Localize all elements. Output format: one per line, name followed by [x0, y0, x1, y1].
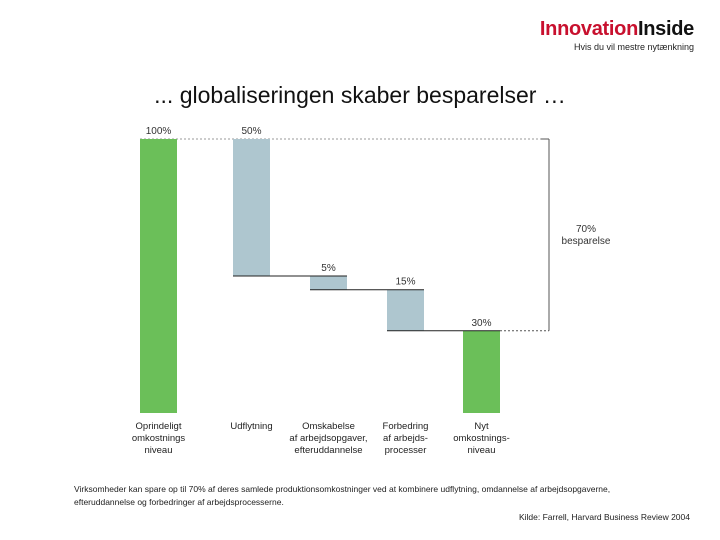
category-label-4-line-1: Forbedring: [383, 421, 429, 432]
source-citation: Kilde: Farrell, Harvard Business Review …: [518, 512, 690, 522]
logo-word-inside: Inside: [638, 18, 694, 40]
category-label-5-line-2: omkostnings-: [453, 433, 510, 444]
category-label-3-line-2: af arbejdsopgaver,: [289, 433, 367, 444]
footnote: Virksomheder kan spare op til 70% af der…: [74, 484, 611, 507]
category-label-5-line-3: niveau: [468, 445, 496, 456]
category-label-4-line-2: af arbejds-: [383, 433, 428, 444]
bar-1: [140, 139, 177, 413]
bar-4: [387, 289, 424, 331]
annotation-text-2: besparelse: [562, 236, 611, 247]
logo-word-innovation: Innovation: [539, 18, 638, 40]
category-label-2-line-1: Udflytning: [230, 421, 272, 432]
bar-3: [310, 276, 347, 290]
brand-logo: InnovationInside Hvis du vil mestre nytæ…: [540, 18, 694, 52]
bar-value-label-1: 100%: [146, 126, 172, 137]
category-label-1-line-3: niveau: [145, 445, 173, 456]
category-label-5-line-1: Nyt: [474, 421, 489, 432]
category-label-4-line-3: processer: [385, 445, 427, 456]
bar-value-label-3: 5%: [321, 263, 336, 274]
bar-value-label-4: 15%: [395, 277, 415, 288]
waterfall-chart: 100% 50%5%15%30%70%besparelseOprindeligto…: [132, 126, 611, 456]
bar-value-label-2: 50%: [241, 126, 261, 137]
bar-value-label-5: 30%: [471, 318, 491, 329]
slide-title: ... globaliseringen skaber besparelser …: [154, 82, 566, 108]
bar-5: [463, 330, 500, 413]
annotation-text-1: 70%: [576, 224, 596, 235]
category-label-3-line-3: efteruddannelse: [294, 445, 362, 456]
logo-wordmark: InnovationInside: [540, 18, 694, 40]
bar-2: [233, 139, 270, 276]
category-label-3-line-1: Omskabelse: [302, 421, 355, 432]
category-label-1-line-1: Oprindeligt: [136, 421, 182, 432]
logo-tagline: Hvis du vil mestre nytænkning: [573, 42, 694, 52]
category-label-1-line-2: omkostnings: [132, 433, 186, 444]
